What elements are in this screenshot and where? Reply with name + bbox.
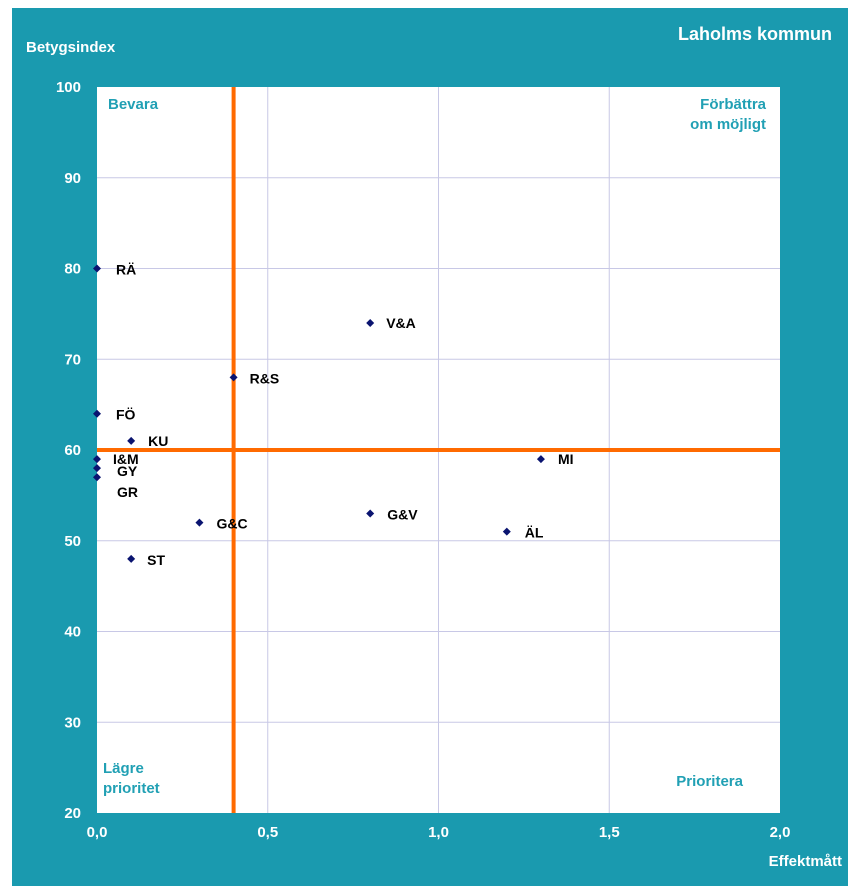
data-point-label: I&M bbox=[113, 451, 139, 467]
data-point-label: RÄ bbox=[116, 262, 136, 278]
data-point-marker bbox=[93, 473, 101, 482]
x-tick-label: 2,0 bbox=[770, 824, 791, 841]
data-point-label: R&S bbox=[250, 370, 280, 386]
data-point-label: G&C bbox=[216, 516, 247, 532]
y-tick-label: 30 bbox=[64, 714, 81, 731]
quadrant-label-bottom-left: prioritet bbox=[103, 780, 160, 797]
quadrant-labels: Bevara Förbättra om möjligt Lägre prioritet P… bbox=[103, 96, 767, 797]
tick-labels: 20 30 40 50 60 70 80 90 100 0,0 0,5 1,0 1,5 2,0 bbox=[56, 79, 790, 841]
quadrant-label-bottom-right: Prioritera bbox=[676, 773, 743, 790]
y-tick-label: 20 bbox=[64, 805, 81, 822]
quadrant-label-top-right: om möjligt bbox=[690, 116, 766, 133]
y-axis-label: Betygsindex bbox=[26, 39, 116, 56]
x-tick-label: 0,5 bbox=[257, 824, 278, 841]
data-point-marker bbox=[502, 527, 511, 536]
data-point-label: G&V bbox=[387, 507, 418, 523]
y-tick-label: 80 bbox=[64, 261, 81, 278]
x-tick-label: 1,5 bbox=[599, 824, 620, 841]
quadrant-label-top-right: Förbättra bbox=[700, 96, 766, 113]
y-tick-label: 90 bbox=[64, 170, 81, 187]
data-point-marker bbox=[366, 318, 375, 327]
data-point-label: MI bbox=[558, 451, 574, 467]
data-point-label: GR bbox=[117, 484, 138, 500]
data-point-label: V&A bbox=[386, 315, 416, 331]
x-axis-label: Effektmått bbox=[769, 853, 842, 870]
x-tick-label: 1,0 bbox=[428, 824, 449, 841]
y-tick-label: 70 bbox=[64, 351, 81, 368]
data-point-label: GY bbox=[117, 463, 138, 479]
data-point-marker bbox=[93, 464, 101, 473]
reference-lines bbox=[97, 87, 780, 813]
data-point-marker bbox=[536, 455, 545, 464]
data-point-marker bbox=[229, 373, 238, 382]
quadrant-label-bottom-left: Lägre bbox=[103, 760, 144, 777]
y-tick-label: 50 bbox=[64, 533, 81, 550]
data-point-marker bbox=[366, 509, 375, 518]
data-point-marker bbox=[93, 455, 101, 464]
chart-title: Laholms kommun bbox=[678, 24, 832, 44]
data-point-label: ÄL bbox=[525, 525, 544, 541]
data-point-marker bbox=[93, 264, 101, 273]
data-point-marker bbox=[195, 518, 204, 527]
y-tick-label: 40 bbox=[64, 624, 81, 641]
data-point-marker bbox=[93, 409, 101, 418]
data-point-label: ST bbox=[147, 552, 165, 568]
y-tick-label: 100 bbox=[56, 79, 81, 96]
data-points: RÄ V&A R&S FÖ KU I&MGY GR MI G&V G&C ÄL ST bbox=[93, 262, 574, 568]
data-point-marker bbox=[127, 436, 136, 445]
data-point-marker bbox=[127, 554, 136, 563]
data-point-label: FÖ bbox=[116, 407, 136, 423]
quadrant-label-top-left: Bevara bbox=[108, 96, 159, 113]
data-point-label: KU bbox=[148, 433, 168, 449]
x-tick-label: 0,0 bbox=[87, 824, 108, 841]
y-tick-label: 60 bbox=[64, 442, 81, 459]
